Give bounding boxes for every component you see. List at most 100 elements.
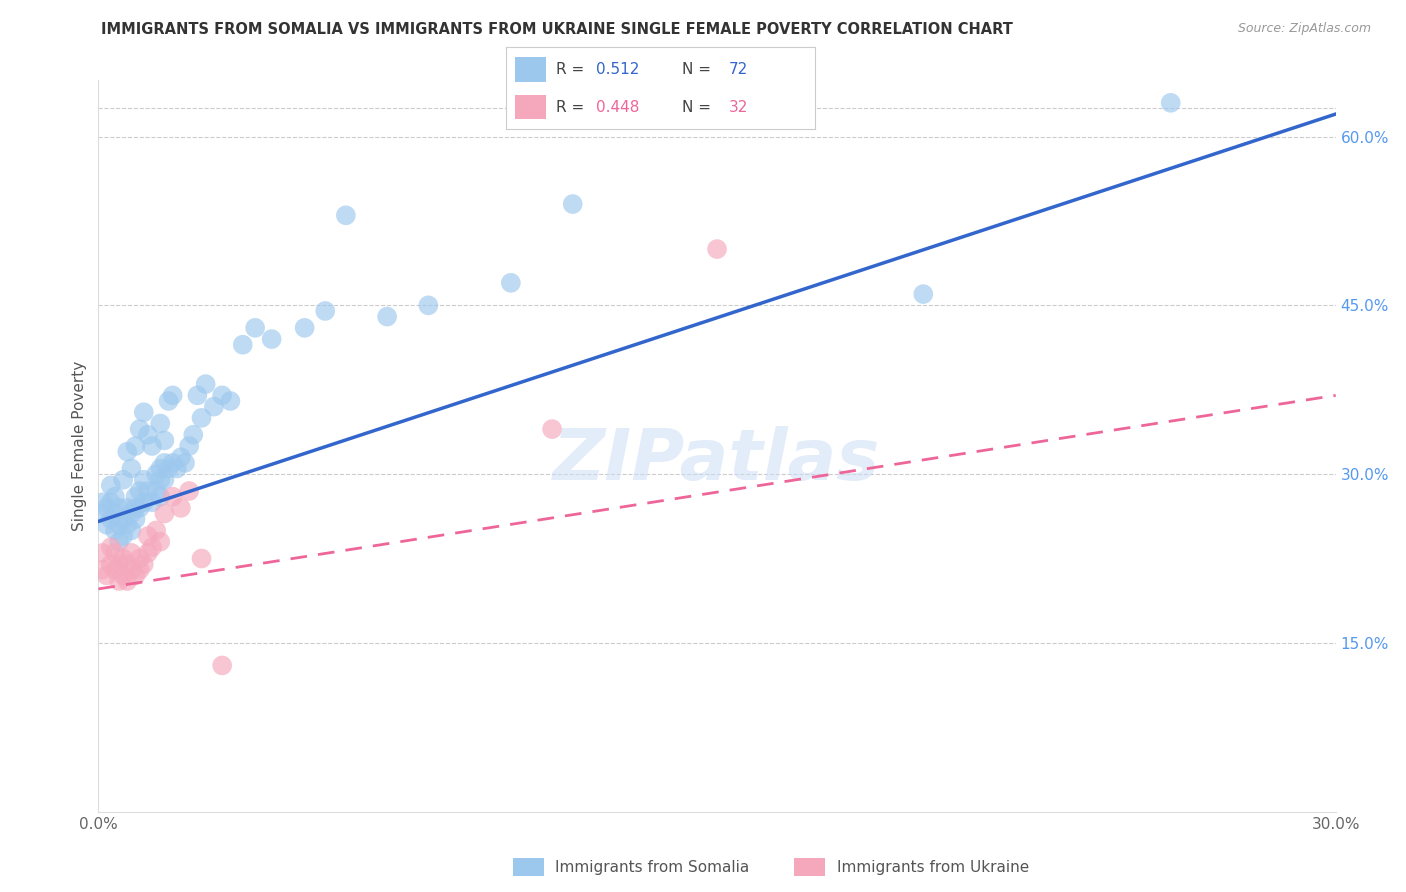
- Point: [170, 450, 193, 465]
- Point: [120, 461, 142, 475]
- Text: 0.448: 0.448: [596, 100, 640, 115]
- Point: [294, 321, 316, 335]
- Point: [1160, 95, 1182, 110]
- Point: [149, 473, 172, 487]
- Point: [124, 490, 146, 504]
- Point: [124, 500, 146, 515]
- Point: [219, 394, 242, 409]
- Point: [108, 557, 131, 571]
- Y-axis label: Single Female Poverty: Single Female Poverty: [72, 361, 87, 531]
- Point: [145, 524, 167, 538]
- Point: [157, 461, 180, 475]
- Point: [104, 490, 127, 504]
- Point: [141, 439, 163, 453]
- Text: N =: N =: [682, 100, 716, 115]
- Point: [149, 417, 172, 431]
- Point: [202, 400, 225, 414]
- Point: [124, 439, 146, 453]
- Point: [96, 568, 118, 582]
- Point: [124, 568, 146, 582]
- Point: [162, 456, 184, 470]
- Point: [120, 563, 142, 577]
- Point: [100, 557, 122, 571]
- Point: [91, 507, 114, 521]
- Point: [499, 276, 522, 290]
- Bar: [516, 57, 547, 82]
- Point: [314, 304, 336, 318]
- Point: [128, 551, 150, 566]
- Point: [153, 456, 176, 470]
- Point: [179, 483, 201, 498]
- Point: [190, 410, 212, 425]
- Point: [132, 473, 155, 487]
- Point: [108, 500, 131, 515]
- Text: IMMIGRANTS FROM SOMALIA VS IMMIGRANTS FROM UKRAINE SINGLE FEMALE POVERTY CORRELA: IMMIGRANTS FROM SOMALIA VS IMMIGRANTS FR…: [101, 22, 1014, 37]
- Point: [112, 473, 135, 487]
- Point: [136, 427, 159, 442]
- Point: [100, 541, 122, 555]
- Point: [117, 517, 139, 532]
- Point: [117, 444, 139, 458]
- Text: 0.512: 0.512: [596, 62, 640, 77]
- Point: [181, 427, 204, 442]
- Point: [170, 500, 193, 515]
- Point: [132, 405, 155, 419]
- Point: [211, 388, 233, 402]
- Point: [162, 490, 184, 504]
- Point: [260, 332, 283, 346]
- Point: [104, 563, 127, 577]
- Point: [100, 478, 122, 492]
- Point: [149, 534, 172, 549]
- Point: [145, 467, 167, 482]
- Point: [141, 541, 163, 555]
- Point: [174, 456, 197, 470]
- Point: [541, 422, 564, 436]
- Point: [706, 242, 728, 256]
- Point: [194, 377, 217, 392]
- Text: Immigrants from Somalia: Immigrants from Somalia: [555, 860, 749, 874]
- Point: [335, 208, 357, 222]
- Point: [112, 568, 135, 582]
- Text: Source: ZipAtlas.com: Source: ZipAtlas.com: [1237, 22, 1371, 36]
- Point: [153, 434, 176, 448]
- Point: [912, 287, 935, 301]
- Text: 32: 32: [728, 100, 748, 115]
- Point: [104, 507, 127, 521]
- Point: [91, 495, 114, 509]
- Point: [112, 529, 135, 543]
- Point: [136, 529, 159, 543]
- Text: ZIPatlas: ZIPatlas: [554, 426, 880, 495]
- Point: [561, 197, 583, 211]
- Point: [149, 490, 172, 504]
- Point: [157, 394, 180, 409]
- Point: [91, 546, 114, 560]
- Point: [108, 517, 131, 532]
- Point: [136, 546, 159, 560]
- Point: [243, 321, 266, 335]
- Point: [211, 658, 233, 673]
- Point: [120, 546, 142, 560]
- Point: [112, 551, 135, 566]
- Point: [166, 461, 188, 475]
- Point: [112, 512, 135, 526]
- Point: [153, 473, 176, 487]
- Point: [108, 534, 131, 549]
- Point: [145, 483, 167, 498]
- Point: [120, 524, 142, 538]
- Point: [128, 483, 150, 498]
- Point: [100, 495, 122, 509]
- Point: [132, 557, 155, 571]
- Bar: [516, 95, 547, 120]
- Text: N =: N =: [682, 62, 716, 77]
- Text: R =: R =: [555, 62, 589, 77]
- Text: R =: R =: [555, 100, 589, 115]
- Point: [190, 551, 212, 566]
- Point: [117, 500, 139, 515]
- Point: [108, 574, 131, 588]
- Point: [162, 388, 184, 402]
- Point: [124, 512, 146, 526]
- Point: [96, 517, 118, 532]
- Point: [128, 563, 150, 577]
- Text: 72: 72: [728, 62, 748, 77]
- Point: [120, 507, 142, 521]
